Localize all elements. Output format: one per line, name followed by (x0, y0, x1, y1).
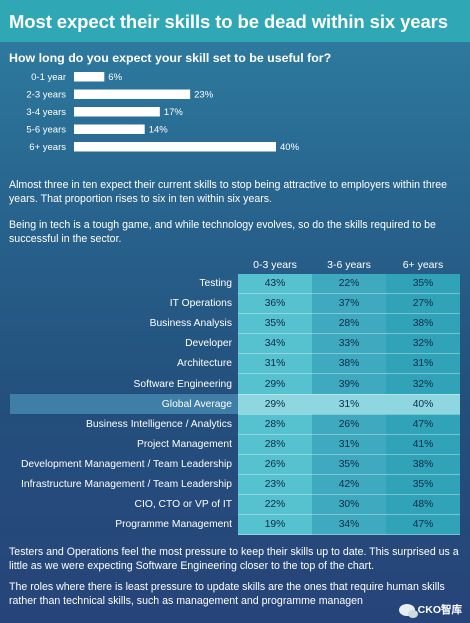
table-cell: 36% (238, 293, 312, 315)
table-cell: 34% (238, 333, 312, 355)
table-header-role (10, 256, 238, 274)
table-cell: 30% (312, 494, 386, 516)
table-cell: 43% (238, 274, 312, 295)
table-row-role: Architecture (177, 358, 232, 370)
table-cell: 35% (312, 454, 386, 475)
paragraph-2: Being in tech is a tough game, and while… (9, 219, 436, 245)
bar-category-label: 6+ years (29, 142, 66, 153)
bar-category-label: 5-6 years (26, 125, 66, 136)
table-cell: 31% (312, 434, 386, 455)
bar-category-label: 2-3 years (26, 90, 66, 101)
table-cell: 23% (238, 474, 312, 496)
table-cell: 22% (238, 494, 312, 516)
chart-question: How long do you expect your skill set to… (9, 51, 332, 65)
bar-value-label: 23% (194, 90, 214, 101)
paragraph-3: Testers and Operations feel the most pre… (9, 546, 459, 572)
table-cell: 35% (238, 313, 312, 335)
table-cell: 26% (238, 454, 312, 475)
skills-table-wrap: 0-3 years 3-6 years 6+ years Testing 43% 2… (0, 256, 470, 536)
table-header-col-0: 0-3 years (253, 259, 297, 271)
table-row-role: Development Management / Team Leadership (20, 458, 232, 470)
table-row: CIO, CTO or VP of IT 22% 30% 48% (10, 494, 460, 516)
table-row: IT Operations 36% 37% 27% (10, 293, 460, 315)
bar-value-label: 17% (164, 107, 184, 118)
table-row-role: Programme Management (115, 519, 232, 531)
table-cell: 28% (238, 434, 312, 455)
table-cell: 19% (238, 514, 312, 536)
table-row-role: Project Management (136, 438, 232, 450)
bar (74, 72, 105, 82)
header-banner: Most expect their skills to be dead with… (0, 0, 470, 42)
table-cell: 27% (386, 293, 460, 315)
bar (74, 142, 276, 152)
bar (74, 107, 160, 117)
paragraph-4: The roles where there is least pressure … (9, 581, 445, 607)
table-cell: 41% (386, 434, 460, 455)
table-cell: 47% (386, 514, 460, 536)
page-title: Most expect their skills to be dead with… (9, 11, 448, 32)
table-row-role: Business Intelligence / Analytics (86, 418, 232, 430)
bar-category-label: 3-4 years (26, 107, 66, 118)
table-row-role: Developer (185, 338, 232, 350)
bar-category-label: 0-1 year (31, 72, 66, 83)
skills-table: 0-3 years 3-6 years 6+ years Testing 43% 2… (10, 256, 460, 536)
table-cell: 31% (238, 353, 312, 375)
table-cell: 31% (312, 394, 386, 415)
table-cell: 37% (312, 293, 386, 315)
table-row-role: Infrastructure Management / Team Leaders… (20, 478, 232, 490)
table-row: Project Management 28% 31% 41% (10, 434, 460, 455)
table-row: Programme Management 19% 34% 47% (10, 514, 460, 536)
table-row-role: IT Operations (169, 298, 232, 310)
table-row-role: Testing (199, 278, 232, 290)
table-cell: 33% (312, 333, 386, 355)
table-body: Testing 43% 22% 35% IT Operations 36% 37% 27% Bu… (10, 274, 460, 536)
table-row: Infrastructure Management / Team Leaders… (10, 474, 460, 496)
table-cell: 38% (386, 454, 460, 475)
table-header-row: 0-3 years 3-6 years 6+ years (10, 256, 460, 274)
table-row-role: Business Analysis (149, 318, 232, 330)
table-row: Developer 34% 33% 32% (10, 333, 460, 355)
table-row-role: Global Average (10, 394, 238, 415)
table-cell: 32% (386, 373, 460, 395)
table-cell: 34% (312, 514, 386, 536)
bar (74, 124, 145, 134)
table-cell: 35% (386, 474, 460, 496)
watermark: CKO智库 (398, 602, 462, 618)
table-cell: 28% (238, 414, 312, 435)
paragraph-1: Almost three in ten expect their current… (9, 179, 448, 205)
table-cell: 28% (312, 313, 386, 335)
table-cell: 35% (386, 274, 460, 295)
table-cell: 47% (386, 414, 460, 435)
table-header-col-1: 3-6 years (327, 259, 371, 271)
table-row-role: Software Engineering (133, 378, 232, 390)
duration-bar-chart: 0-1 year 6% 2-3 years 23% 3-4 years 17% 5-6 ye… (26, 72, 300, 153)
table-cell: 22% (312, 274, 386, 295)
bar-value-label: 14% (149, 125, 169, 136)
table-cell: 29% (238, 373, 312, 395)
table-cell: 38% (386, 313, 460, 335)
table-cell: 32% (386, 333, 460, 355)
table-cell: 42% (312, 474, 386, 496)
table-cell: 38% (312, 353, 386, 375)
table-row: Testing 43% 22% 35% (10, 274, 460, 295)
bar (74, 89, 191, 99)
table-row: Architecture 31% 38% 31% (10, 353, 460, 375)
table-cell: 26% (312, 414, 386, 435)
table-cell: 31% (386, 353, 460, 375)
table-row-role: CIO, CTO or VP of IT (134, 499, 232, 511)
bar-value-label: 40% (280, 142, 300, 153)
watermark-text: CKO智库 (417, 604, 462, 616)
table-header-col-2: 6+ years (402, 259, 444, 271)
table-row: Business Analysis 35% 28% 38% (10, 313, 460, 335)
table-row: Business Intelligence / Analytics 28% 26% 4… (10, 414, 460, 435)
table-row: Software Engineering 29% 39% 32% (10, 373, 460, 395)
table-row: Development Management / Team Leadership… (10, 454, 460, 475)
table-cell: 39% (312, 373, 386, 395)
table-cell: 40% (386, 394, 460, 415)
table-cell: 29% (238, 394, 312, 415)
table-row-global-average: Global Average 29% 31% 40% (10, 394, 460, 415)
wechat-icon (398, 603, 418, 618)
table-cell: 48% (386, 494, 460, 516)
bar-value-label: 6% (108, 72, 122, 83)
